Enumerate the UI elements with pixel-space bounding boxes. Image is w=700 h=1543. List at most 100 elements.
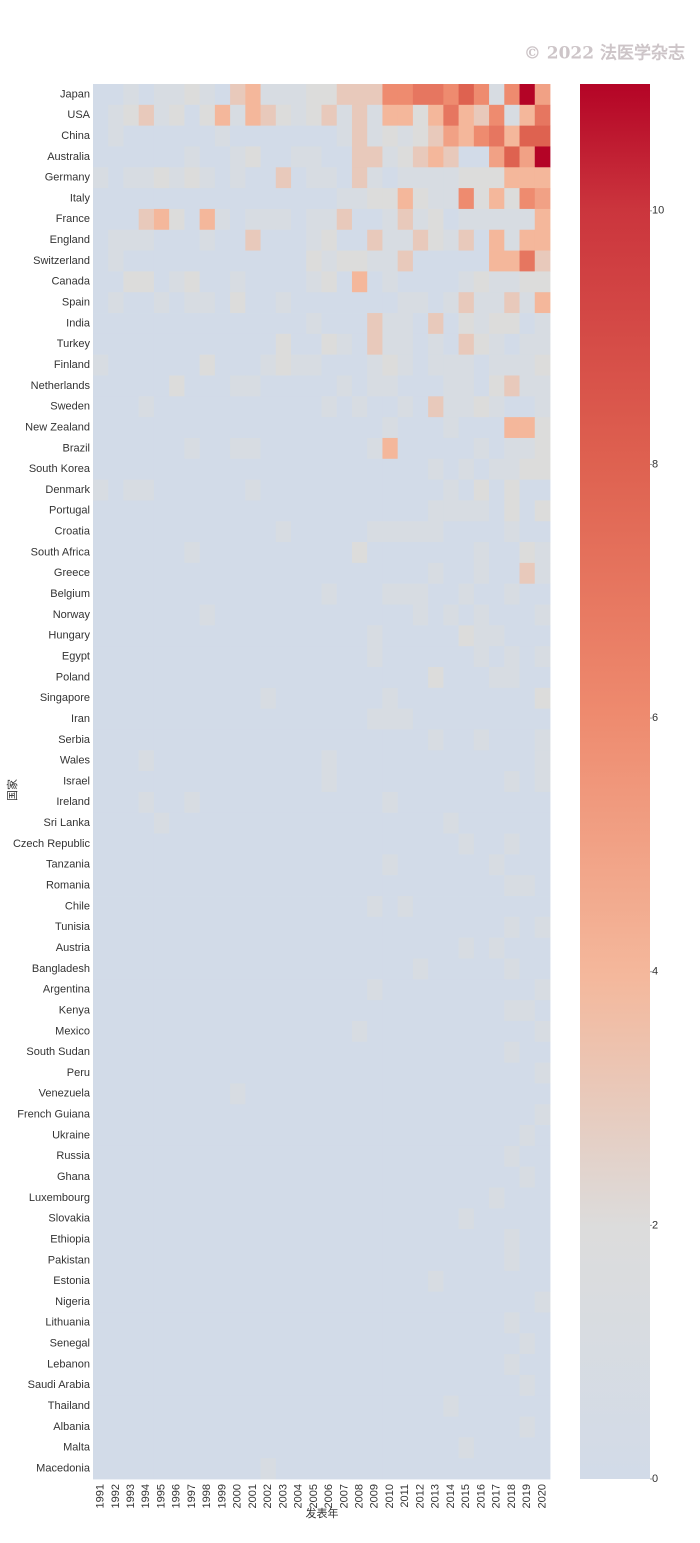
heatmap-cell	[489, 1249, 505, 1272]
heatmap-cell	[184, 604, 201, 626]
heatmap-cell	[504, 250, 520, 272]
heatmap-cell	[504, 625, 520, 647]
heatmap-cell	[443, 1187, 459, 1209]
heatmap-cell	[504, 1062, 520, 1084]
heatmap-cell	[321, 229, 338, 251]
y-tick-label: Albania	[53, 1421, 91, 1433]
heatmap-cell	[245, 896, 261, 918]
heatmap-cell	[93, 1020, 109, 1043]
heatmap-cell	[473, 146, 490, 168]
heatmap-cell	[245, 292, 261, 314]
heatmap-cell	[428, 791, 444, 814]
y-tick-label: Italy	[70, 192, 91, 204]
heatmap-cell	[458, 333, 475, 356]
heatmap-cell	[367, 250, 383, 272]
heatmap-cell	[108, 625, 124, 647]
heatmap-cell	[153, 1125, 170, 1147]
heatmap-cell	[93, 396, 109, 418]
heatmap-cell	[199, 958, 216, 980]
heatmap-cell	[336, 521, 353, 543]
heatmap-cell	[321, 729, 338, 751]
heatmap-cell	[397, 521, 414, 543]
heatmap-cell	[306, 354, 322, 376]
heatmap-cell	[382, 1416, 399, 1438]
heatmap-cell	[412, 1062, 429, 1084]
heatmap-cell	[412, 854, 429, 876]
colorbar-tick-label: 0	[652, 1473, 658, 1485]
heatmap-cell	[351, 854, 368, 876]
heatmap-cell	[367, 812, 383, 834]
heatmap-cell	[245, 1249, 261, 1272]
heatmap-cell	[93, 1249, 109, 1272]
heatmap-cell	[412, 208, 429, 231]
heatmap-cell	[534, 854, 551, 876]
heatmap-cell	[473, 1229, 490, 1251]
heatmap-cell	[275, 646, 292, 668]
heatmap-cell	[230, 916, 246, 939]
heatmap-cell	[275, 1187, 292, 1209]
heatmap-cell	[230, 646, 246, 668]
heatmap-cell	[214, 646, 231, 668]
heatmap-cell	[230, 1333, 246, 1355]
heatmap-cell	[199, 833, 216, 855]
heatmap-cell	[214, 396, 231, 418]
heatmap-cell	[153, 854, 170, 876]
heatmap-cell	[321, 250, 338, 272]
heatmap-cell	[336, 167, 353, 189]
heatmap-cell	[153, 1354, 170, 1376]
heatmap-cell	[443, 1395, 459, 1417]
heatmap-cell	[275, 417, 292, 439]
heatmap-cell	[291, 583, 307, 605]
heatmap-cell	[138, 104, 155, 127]
heatmap-cell	[245, 583, 261, 605]
y-tick-label: India	[66, 317, 91, 329]
heatmap-cell	[458, 104, 475, 127]
heatmap-cell	[321, 375, 338, 397]
heatmap-cell	[260, 937, 277, 959]
heatmap-cell	[169, 875, 185, 897]
heatmap-cell	[351, 1125, 368, 1147]
heatmap-cell	[351, 687, 368, 710]
heatmap-cell	[519, 791, 536, 814]
heatmap-cell	[306, 146, 322, 168]
heatmap-cell	[504, 1458, 520, 1480]
heatmap-cell	[443, 1354, 459, 1376]
heatmap-cell	[169, 1187, 185, 1209]
heatmap-cell	[504, 1187, 520, 1209]
heatmap-cell	[382, 458, 399, 480]
heatmap-cell	[93, 1083, 109, 1105]
heatmap-cell	[245, 875, 261, 897]
heatmap-cell	[93, 979, 109, 1001]
y-tick-label: Ireland	[56, 796, 90, 808]
heatmap-cell	[108, 1374, 124, 1397]
heatmap-cell	[108, 1333, 124, 1355]
heatmap-cell	[230, 542, 246, 564]
heatmap-cell	[153, 521, 170, 543]
heatmap-cell	[534, 313, 551, 335]
y-tick-label: Ghana	[57, 1171, 91, 1183]
heatmap-cell	[428, 1249, 444, 1272]
heatmap-cell	[489, 1458, 505, 1480]
heatmap-cell	[275, 1333, 292, 1355]
heatmap-cell	[123, 458, 140, 480]
heatmap-cell	[138, 1333, 155, 1355]
heatmap-cell	[504, 313, 520, 335]
heatmap-cell	[534, 1062, 551, 1084]
heatmap-cell	[443, 1000, 459, 1022]
heatmap-cell	[321, 125, 338, 147]
heatmap-cell	[245, 1125, 261, 1147]
heatmap-cell	[321, 791, 338, 814]
heatmap-cell	[291, 1166, 307, 1188]
heatmap-cell	[138, 1354, 155, 1376]
heatmap-cell	[153, 625, 170, 647]
heatmap-cell	[534, 875, 551, 897]
heatmap-cell	[184, 1416, 201, 1438]
heatmap-cell	[473, 1145, 490, 1168]
heatmap-cell	[291, 479, 307, 501]
heatmap-cell	[397, 937, 414, 959]
heatmap-cell	[367, 875, 383, 897]
heatmap-cell	[382, 104, 399, 127]
heatmap-cell	[108, 854, 124, 876]
heatmap-cell	[230, 1041, 246, 1063]
heatmap-cell	[519, 979, 536, 1001]
